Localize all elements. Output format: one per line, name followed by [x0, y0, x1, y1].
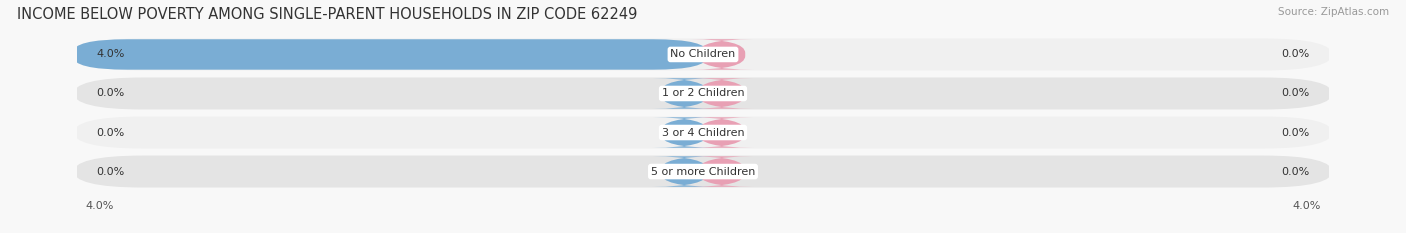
Text: 3 or 4 Children: 3 or 4 Children: [662, 127, 744, 137]
FancyBboxPatch shape: [73, 156, 1333, 188]
Text: 0.0%: 0.0%: [1282, 167, 1310, 177]
FancyBboxPatch shape: [652, 156, 716, 187]
Text: 4.0%: 4.0%: [86, 201, 114, 211]
FancyBboxPatch shape: [690, 39, 754, 70]
Text: 0.0%: 0.0%: [1282, 49, 1310, 59]
FancyBboxPatch shape: [73, 39, 707, 70]
Text: 0.0%: 0.0%: [96, 167, 124, 177]
Text: 4.0%: 4.0%: [1292, 201, 1320, 211]
Text: 0.0%: 0.0%: [1282, 89, 1310, 99]
FancyBboxPatch shape: [690, 156, 754, 187]
FancyBboxPatch shape: [73, 116, 1333, 148]
FancyBboxPatch shape: [73, 38, 1333, 70]
FancyBboxPatch shape: [690, 78, 754, 109]
Text: INCOME BELOW POVERTY AMONG SINGLE-PARENT HOUSEHOLDS IN ZIP CODE 62249: INCOME BELOW POVERTY AMONG SINGLE-PARENT…: [17, 7, 637, 22]
Text: 5 or more Children: 5 or more Children: [651, 167, 755, 177]
FancyBboxPatch shape: [73, 78, 1333, 110]
FancyBboxPatch shape: [652, 78, 716, 109]
Text: No Children: No Children: [671, 49, 735, 59]
Legend: Single Father, Single Mother: Single Father, Single Mother: [599, 228, 807, 233]
Text: Source: ZipAtlas.com: Source: ZipAtlas.com: [1278, 7, 1389, 17]
Text: 4.0%: 4.0%: [96, 49, 125, 59]
Text: 1 or 2 Children: 1 or 2 Children: [662, 89, 744, 99]
Text: 0.0%: 0.0%: [96, 127, 124, 137]
FancyBboxPatch shape: [690, 117, 754, 148]
FancyBboxPatch shape: [652, 117, 716, 148]
Text: 0.0%: 0.0%: [96, 89, 124, 99]
Text: 0.0%: 0.0%: [1282, 127, 1310, 137]
